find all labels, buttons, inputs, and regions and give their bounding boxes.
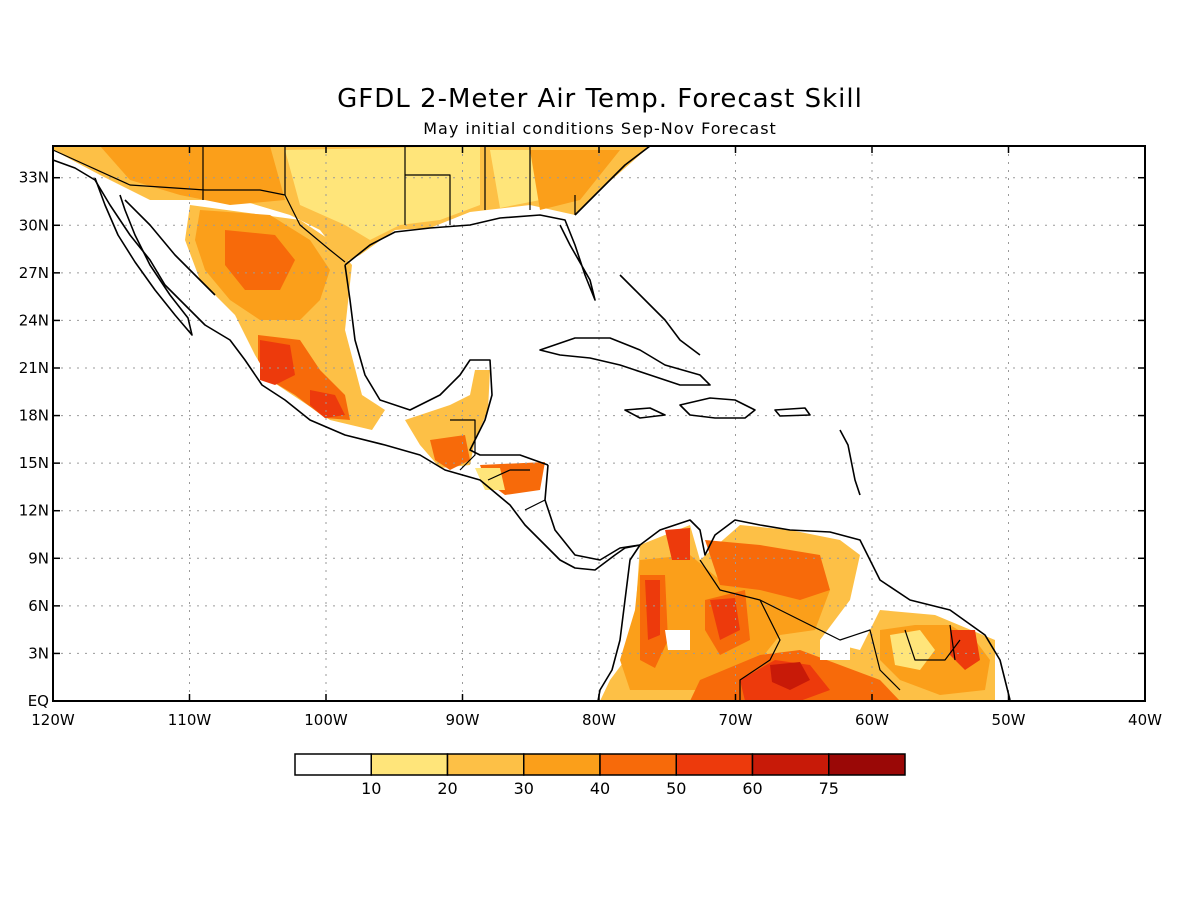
- skill-region-brazil-white: [820, 640, 850, 660]
- coastline-puerto-rico: [774, 407, 811, 417]
- colorbar-swatch: [675, 753, 754, 776]
- colorbar-label: 40: [590, 779, 610, 798]
- skill-region-colombia-red: [645, 580, 660, 640]
- lon-tick-label: 110W: [168, 711, 212, 729]
- lon-tick-label: 60W: [855, 711, 889, 729]
- lat-tick-label: 6N: [28, 597, 49, 615]
- lat-tick-label: 12N: [19, 502, 49, 520]
- colorbar-label: 50: [666, 779, 686, 798]
- lon-tick-label: 120W: [31, 711, 75, 729]
- lat-tick-label: 24N: [19, 311, 49, 329]
- coastline-south-america: [639, 519, 1011, 701]
- coastline-mexico-pacific: [53, 159, 641, 571]
- skill-region-sw-mexico-red-2: [310, 390, 345, 418]
- coastline-us-atlantic: [574, 146, 651, 216]
- skill-region-guatemala: [430, 435, 470, 470]
- lat-tick-label: 9N: [28, 549, 49, 567]
- colorbar-label: 30: [514, 779, 534, 798]
- skill-region-guianas-red: [950, 630, 980, 670]
- coastline-cuba: [539, 337, 711, 386]
- lat-tick-label: 30N: [19, 216, 49, 234]
- colorbar-swatch: [446, 753, 525, 776]
- coastline-gulf-of-mexico: [344, 214, 596, 466]
- colorbar-swatch: [523, 753, 601, 776]
- skill-region-sw-mexico-red: [260, 340, 295, 385]
- colorbar-label: 75: [819, 779, 839, 798]
- colorbar-swatch: [599, 753, 677, 776]
- coastline-gulf-california: [124, 199, 216, 296]
- colorbar-label: 60: [742, 779, 762, 798]
- border-us-states: [202, 146, 576, 225]
- border-central-america: [450, 419, 546, 511]
- coastline-hispaniola: [679, 397, 756, 419]
- map-title: GFDL 2-Meter Air Temp. Forecast Skill: [337, 84, 863, 114]
- colorbar-label: 20: [437, 779, 457, 798]
- skill-region-us-mid-2: [530, 150, 620, 210]
- skill-region-brazil-dark: [770, 662, 810, 690]
- border-south-america: [699, 559, 961, 701]
- coastline-bahamas: [619, 274, 701, 356]
- colorbar: [294, 753, 906, 776]
- lat-tick-label: 27N: [19, 264, 49, 282]
- colorbar-label: 10: [361, 779, 381, 798]
- lat-tick-label: 21N: [19, 359, 49, 377]
- lon-tick-label: 90W: [446, 711, 480, 729]
- lon-tick-label: 50W: [992, 711, 1026, 729]
- skill-region-venezuela-north: [665, 528, 690, 560]
- coastline-south-america-west: [597, 544, 641, 701]
- skill-region-yucatan: [405, 370, 490, 468]
- skill-region-central-red: [710, 598, 740, 640]
- coastline-jamaica: [624, 407, 666, 419]
- colorbar-swatch: [294, 753, 372, 776]
- latitude-labels: EQ 3N 6N 9N 12N 15N 18N 21N 24N 27N 30N 33N: [19, 169, 49, 710]
- lon-tick-label: 40W: [1128, 711, 1162, 729]
- lon-tick-label: 80W: [582, 711, 616, 729]
- colorbar-swatch: [751, 753, 830, 776]
- lat-tick-label: 3N: [28, 644, 49, 662]
- skill-region-peru-white: [665, 630, 690, 650]
- colorbar-labels: 10 20 30 40 50 60 75: [361, 779, 839, 798]
- colorbar-swatch: [828, 753, 906, 776]
- border-us-mexico: [53, 149, 346, 263]
- longitude-labels: 120W 110W 100W 90W 80W 70W 60W 50W 40W: [31, 711, 1162, 729]
- skill-region-venezuela-hot: [705, 540, 830, 600]
- map-subtitle: May initial conditions Sep-Nov Forecast: [423, 119, 777, 138]
- skill-region-us-light: [285, 146, 480, 240]
- coastlines: [53, 146, 1011, 701]
- axis-ticks: [52, 146, 1146, 702]
- skill-region-mexico-hot: [225, 230, 295, 290]
- map-grid: [53, 146, 1145, 701]
- lat-tick-label: 18N: [19, 407, 49, 425]
- skill-shading: [53, 146, 995, 701]
- lon-tick-label: 100W: [304, 711, 348, 729]
- coastline-baja: [94, 177, 193, 336]
- coastline-central-america-caribbean: [544, 464, 641, 561]
- coastline-lesser-antilles: [839, 429, 861, 496]
- lat-tick-label: 15N: [19, 454, 49, 472]
- colorbar-swatch: [370, 753, 449, 776]
- lon-tick-label: 70W: [719, 711, 753, 729]
- skill-region-us-mid: [100, 146, 285, 205]
- lat-tick-label: EQ: [28, 692, 49, 710]
- lat-tick-label: 33N: [19, 169, 49, 187]
